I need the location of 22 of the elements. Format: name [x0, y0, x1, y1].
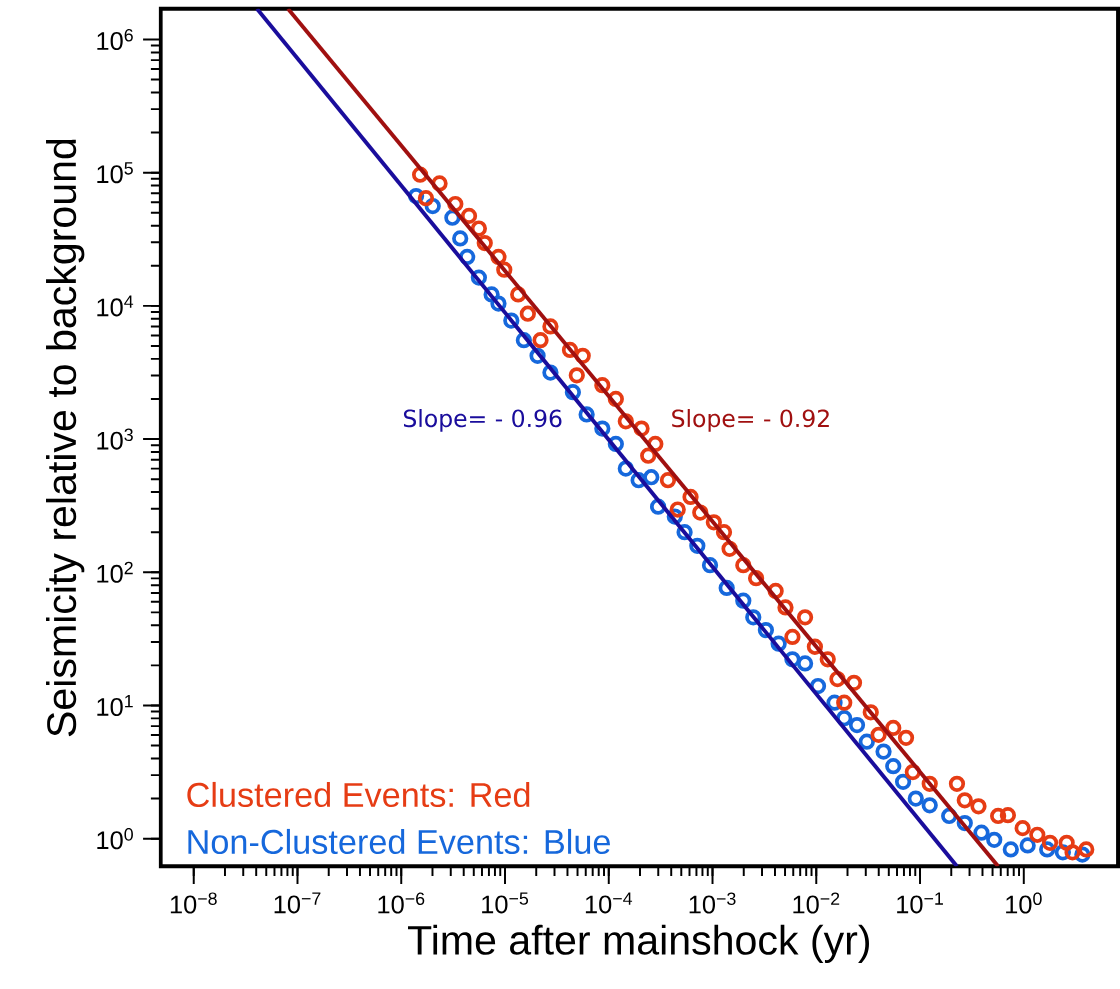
x-tick-label: 10$^{−1}$	[897, 892, 943, 914]
x-tick-label: 10$^{−8}$	[170, 892, 217, 914]
series-label: Slope= - 0.92	[672, 409, 829, 432]
x-axis-title: Time after mainshock (yr)	[408, 924, 869, 964]
y-tick-label: 10$^{3}$	[97, 428, 133, 450]
x-tick-label: 10$^{−2}$	[793, 892, 840, 914]
y-tick-label: 10$^{6}$	[97, 29, 133, 51]
x-tick-label: 10$^{−4}$	[585, 892, 633, 914]
y-tick-label: 10$^{1}$	[97, 695, 133, 717]
x-tick-label: 10$^{−5}$	[482, 892, 529, 914]
y-tick-label: 10$^{5}$	[97, 162, 133, 184]
x-tick-label: 10$^{0}$	[1006, 892, 1042, 914]
text: Clustered Events: Red	[187, 782, 530, 808]
x-tick-label: 10$^{−6}$	[378, 892, 425, 914]
series-label: Slope= - 0.96	[403, 409, 562, 432]
text: Non-Clustered Events: Blue	[188, 829, 610, 855]
y-tick-label: 10$^{4}$	[97, 295, 134, 317]
x-tick-label: 10$^{−7}$	[274, 892, 321, 914]
y-tick-label: 10$^{2}$	[97, 561, 133, 584]
y-axis-title: Seismicity relative to background	[46, 139, 85, 737]
x-tick-label: 10$^{−3}$	[689, 892, 736, 914]
y-tick-label: 10$^{0}$	[97, 828, 133, 850]
